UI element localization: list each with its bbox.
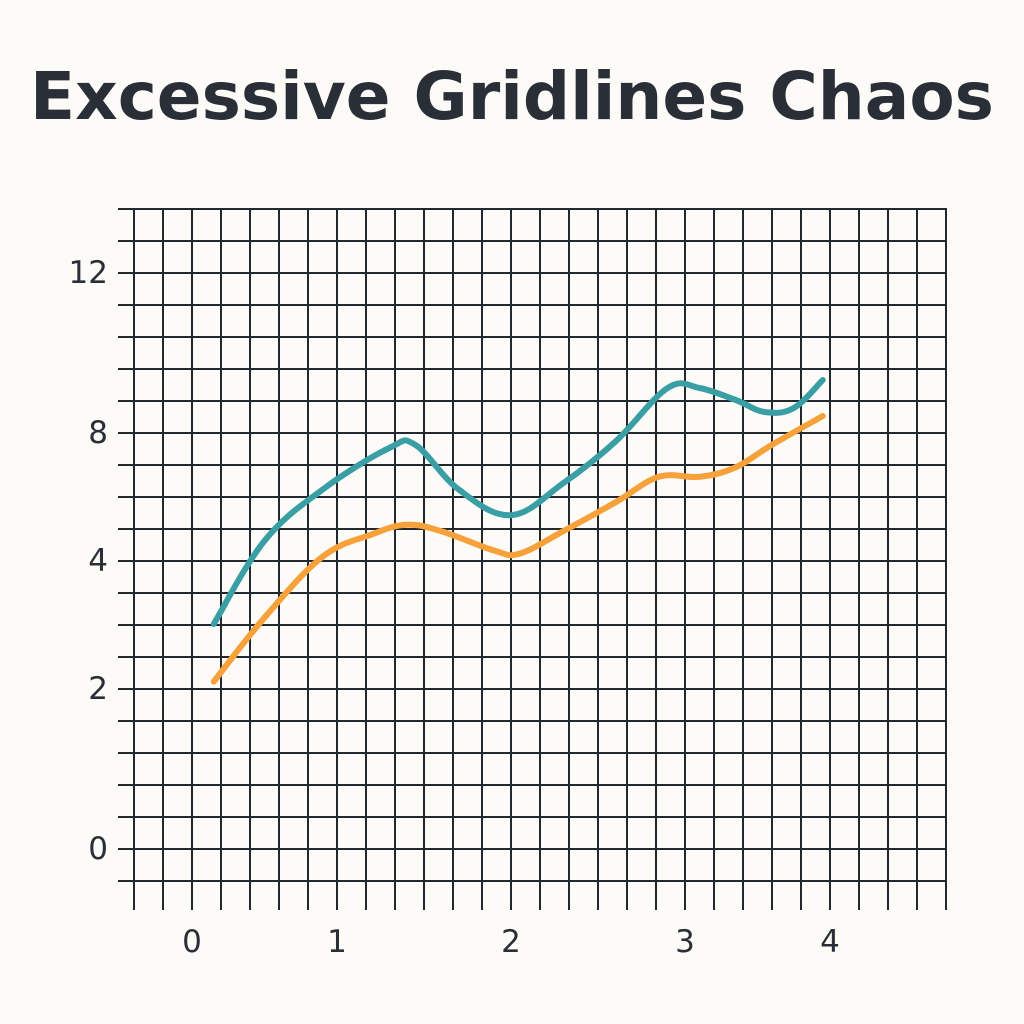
x-tick-label: 1 [327, 924, 347, 960]
x-tick-label: 0 [182, 924, 202, 960]
series-line-1 [210, 377, 826, 627]
y-tick-label: 2 [88, 671, 108, 707]
horizontal-gridlines [118, 208, 946, 882]
x-tick-label: 3 [675, 924, 695, 960]
y-tick-label: 4 [88, 543, 108, 579]
x-tick-label: 4 [820, 924, 840, 960]
x-tick-label: 2 [501, 924, 521, 960]
y-tick-labels: 0 2 4 8 12 [69, 255, 108, 867]
series-layer [210, 377, 826, 685]
x-tick-labels: 0 1 2 3 4 [182, 924, 840, 960]
vertical-gridlines [133, 208, 947, 910]
chart-title: Excessive Gridlines Chaos [30, 58, 994, 135]
y-tick-label: 12 [69, 255, 108, 291]
y-tick-label: 0 [88, 831, 108, 867]
y-tick-label: 8 [88, 415, 108, 451]
series-line-2 [210, 413, 826, 685]
